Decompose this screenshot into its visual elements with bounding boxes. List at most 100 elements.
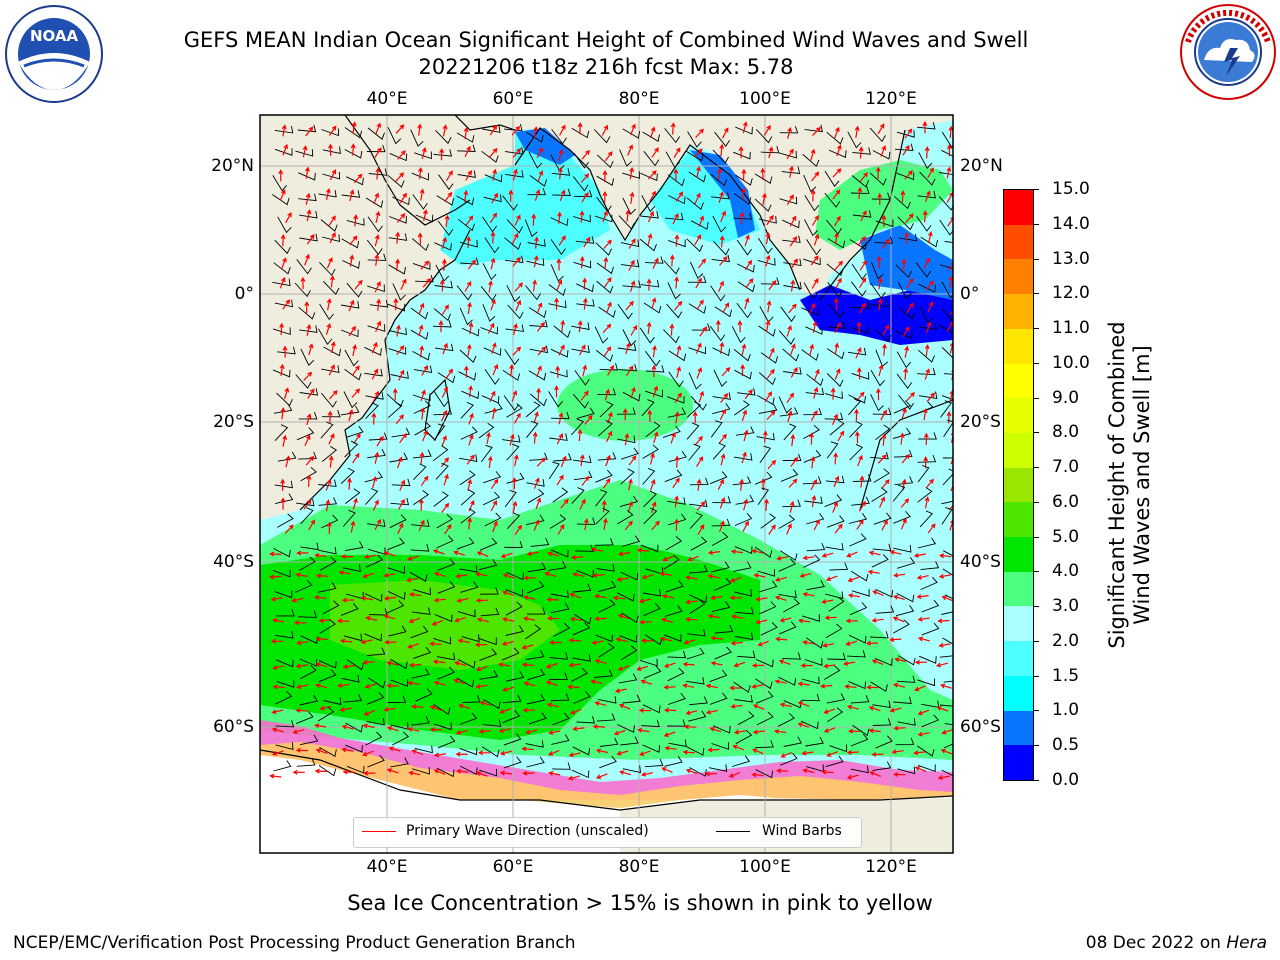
wave-direction-arrow — [650, 501, 657, 514]
wind-barb — [639, 238, 657, 252]
wave-direction-arrow — [352, 497, 358, 510]
wind-barb — [870, 369, 885, 387]
wave-direction-arrow — [376, 298, 382, 311]
wave-direction-arrow — [486, 431, 491, 445]
wave-direction-arrow — [797, 701, 810, 707]
wind-barb — [340, 405, 360, 416]
wind-barb — [620, 736, 639, 746]
wind-barb — [484, 368, 500, 385]
wind-barb — [642, 589, 662, 597]
wind-barb — [548, 461, 560, 480]
wind-barb — [896, 351, 912, 369]
wave-direction-arrow — [674, 411, 680, 424]
wave-direction-arrow — [407, 555, 419, 561]
colorbar-tick — [1033, 397, 1039, 399]
wind-barb — [664, 212, 684, 221]
wind-barb — [341, 675, 360, 683]
wave-direction-arrow — [776, 768, 789, 774]
wind-barb — [622, 391, 641, 402]
wind-barb — [594, 538, 614, 546]
wind-barb — [368, 677, 386, 689]
wave-direction-arrow — [594, 659, 607, 664]
wave-direction-arrow — [559, 189, 566, 202]
wave-direction-arrow — [601, 124, 609, 136]
wave-direction-arrow — [765, 254, 771, 267]
lon-label-top: 80°E — [618, 89, 660, 109]
colorbar-tick — [1033, 501, 1039, 503]
wind-barb — [318, 190, 337, 198]
wave-direction-arrow — [602, 478, 611, 489]
wave-direction-arrow — [813, 233, 820, 246]
wind-barb — [620, 571, 639, 581]
wave-direction-arrow — [560, 498, 569, 509]
wind-barb — [777, 712, 795, 727]
colorbar-title-line2: Wind Waves and Swell [m] — [1130, 345, 1154, 625]
wind-barb — [277, 346, 296, 355]
wind-barb — [916, 216, 932, 232]
wind-barb — [503, 756, 522, 769]
wind-barb — [571, 322, 590, 330]
colorbar-tick — [1033, 571, 1039, 573]
wind-barb — [668, 739, 687, 747]
wave-direction-arrow — [715, 319, 721, 333]
wave-direction-arrow — [731, 614, 744, 620]
wind-barb — [754, 198, 772, 212]
wind-barb — [346, 218, 365, 226]
wind-barb — [760, 277, 780, 285]
wave-direction-arrow — [801, 750, 814, 756]
wind-barb — [482, 263, 497, 281]
wave-direction-arrow — [581, 475, 590, 487]
wave-direction-arrow — [400, 278, 407, 290]
wind-barb — [367, 127, 385, 140]
wave-direction-arrow — [821, 552, 834, 558]
wind-barb — [433, 308, 451, 322]
wind-barb — [783, 598, 800, 613]
wind-barb — [414, 421, 431, 436]
wind-barb — [783, 423, 797, 441]
wave-direction-arrow — [872, 590, 884, 596]
wind-barb — [574, 370, 590, 386]
wind-barb — [342, 260, 360, 269]
wave-direction-arrow — [411, 749, 424, 755]
wave-direction-arrow — [315, 662, 328, 668]
wind-barb — [897, 718, 916, 726]
wind-barb — [483, 347, 502, 356]
wave-direction-arrow — [877, 277, 883, 290]
footer-date: 08 Dec 2022 on Hera — [1086, 933, 1267, 953]
wind-barb — [852, 724, 870, 737]
wave-direction-arrow — [511, 125, 521, 136]
wind-barb — [345, 744, 363, 753]
wave-direction-arrow — [395, 231, 401, 244]
wave-direction-arrow — [698, 390, 705, 403]
wind-barb — [801, 676, 820, 685]
wave-direction-arrow — [834, 126, 840, 139]
wave-direction-arrow — [360, 639, 373, 645]
wave-direction-arrow — [432, 659, 445, 665]
wave-direction-arrow — [468, 412, 474, 425]
wave-direction-arrow — [696, 367, 703, 379]
wind-barb — [645, 365, 665, 373]
wind-barb — [754, 173, 773, 185]
wave-direction-arrow — [269, 551, 282, 557]
wave-direction-arrow — [326, 521, 332, 534]
wind-barb — [435, 264, 450, 282]
wave-direction-arrow — [308, 343, 314, 356]
wind-barb — [824, 391, 843, 400]
wave-direction-arrow — [514, 524, 522, 536]
wave-direction-arrow — [694, 192, 701, 205]
wave-direction-arrow — [871, 617, 884, 623]
wind-barb — [525, 285, 541, 301]
wave-direction-arrow — [549, 640, 562, 646]
wind-barb — [321, 392, 337, 408]
wind-barb — [664, 605, 683, 617]
wind-barb — [409, 571, 428, 583]
wave-direction-arrow — [560, 455, 567, 468]
wind-barb — [622, 765, 642, 774]
wave-direction-arrow — [509, 364, 514, 377]
colorbar-tick-label: 10.0 — [1052, 352, 1090, 373]
wind-barb — [460, 401, 474, 419]
wave-direction-arrow — [546, 702, 559, 708]
wave-direction-arrow — [762, 430, 768, 443]
wave-direction-arrow — [649, 452, 655, 465]
wave-direction-arrow — [693, 148, 703, 158]
